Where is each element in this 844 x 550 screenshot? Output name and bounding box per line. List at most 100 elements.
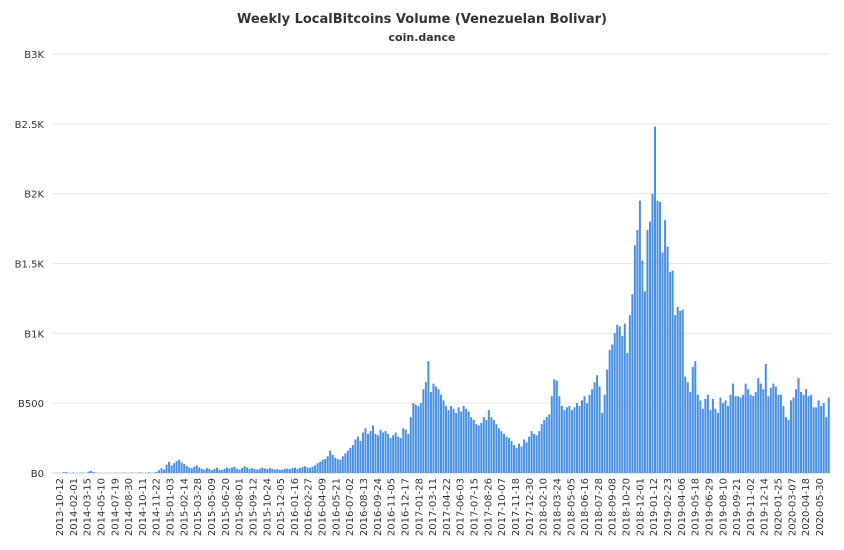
bar[interactable] [694,361,697,473]
bar[interactable] [744,383,747,473]
bar[interactable] [598,386,601,473]
bar[interactable] [439,394,442,473]
bar[interactable] [344,453,347,473]
bar[interactable] [465,408,468,473]
bar[interactable] [827,397,830,473]
bar[interactable] [802,394,805,473]
bar[interactable] [711,398,714,473]
bar[interactable] [525,442,528,473]
bar[interactable] [404,429,407,473]
bar[interactable] [789,400,792,473]
bar[interactable] [674,315,677,473]
bar[interactable] [417,405,420,473]
bar[interactable] [714,408,717,473]
bar[interactable] [716,412,719,473]
bar[interactable] [724,400,727,473]
bar[interactable] [782,405,785,473]
bar[interactable] [266,469,269,473]
bar[interactable] [495,424,498,473]
bar[interactable] [412,403,415,473]
bar[interactable] [800,391,803,473]
bar[interactable] [311,466,314,473]
bar[interactable] [457,407,460,473]
bar[interactable] [659,202,662,474]
bar[interactable] [560,405,563,473]
bar[interactable] [359,440,362,473]
bar[interactable] [691,366,694,473]
bar[interactable] [434,386,437,473]
bar[interactable] [188,467,191,473]
bar[interactable] [445,405,448,473]
bar[interactable] [795,389,798,473]
bar[interactable] [377,435,380,473]
bar[interactable] [243,466,246,473]
bar[interactable] [477,425,480,473]
bar[interactable] [233,466,236,473]
bar[interactable] [460,411,463,473]
bar[interactable] [354,439,357,473]
bar[interactable] [288,469,291,473]
bar[interactable] [389,438,392,473]
bar[interactable] [573,407,576,473]
bar[interactable] [666,246,669,473]
bar[interactable] [500,431,503,473]
bar[interactable] [545,417,548,473]
bar[interactable] [651,193,654,474]
bar[interactable] [676,306,679,473]
bar[interactable] [805,389,808,473]
bar[interactable] [326,456,329,473]
bar[interactable] [719,397,722,473]
bar[interactable] [387,433,390,473]
bar[interactable] [341,456,344,473]
bar[interactable] [523,439,526,473]
bar[interactable] [480,422,483,473]
bar[interactable] [248,468,251,473]
bar[interactable] [543,419,546,473]
bar[interactable] [792,397,795,473]
bar[interactable] [490,417,493,473]
bar[interactable] [810,394,813,473]
bar[interactable] [256,469,259,473]
bar[interactable] [505,436,508,473]
bar[interactable] [704,398,707,473]
bar[interactable] [684,376,687,473]
bar[interactable] [225,467,228,473]
bar[interactable] [608,350,611,473]
bar[interactable] [165,464,168,473]
bar[interactable] [334,457,337,473]
bar[interactable] [588,394,591,473]
bar[interactable] [568,405,571,473]
bar[interactable] [364,428,367,473]
bar[interactable] [246,467,249,473]
bar[interactable] [369,431,372,473]
bar[interactable] [485,419,488,473]
bar[interactable] [200,468,203,473]
bar[interactable] [699,400,702,473]
bar[interactable] [319,461,322,473]
bar[interactable] [382,432,385,474]
bar[interactable] [432,383,435,473]
bar[interactable] [636,229,639,473]
bar[interactable] [397,436,400,473]
bar[interactable] [606,369,609,473]
bar[interactable] [193,466,196,473]
bar[interactable] [757,378,760,473]
bar[interactable] [241,468,244,473]
bar[interactable] [638,200,641,473]
bar[interactable] [772,383,775,473]
bar[interactable] [336,459,339,473]
bar[interactable] [764,364,767,473]
bar[interactable] [759,383,762,473]
bar[interactable] [351,445,354,473]
bar[interactable] [591,389,594,473]
bar[interactable] [621,336,624,473]
bar[interactable] [208,468,211,473]
bar[interactable] [661,252,664,473]
bar[interactable] [583,396,586,473]
bar[interactable] [628,315,631,473]
bar[interactable] [507,438,510,473]
bar[interactable] [168,461,171,473]
bar[interactable] [513,445,516,473]
bar[interactable] [570,410,573,473]
bar[interactable] [732,383,735,473]
